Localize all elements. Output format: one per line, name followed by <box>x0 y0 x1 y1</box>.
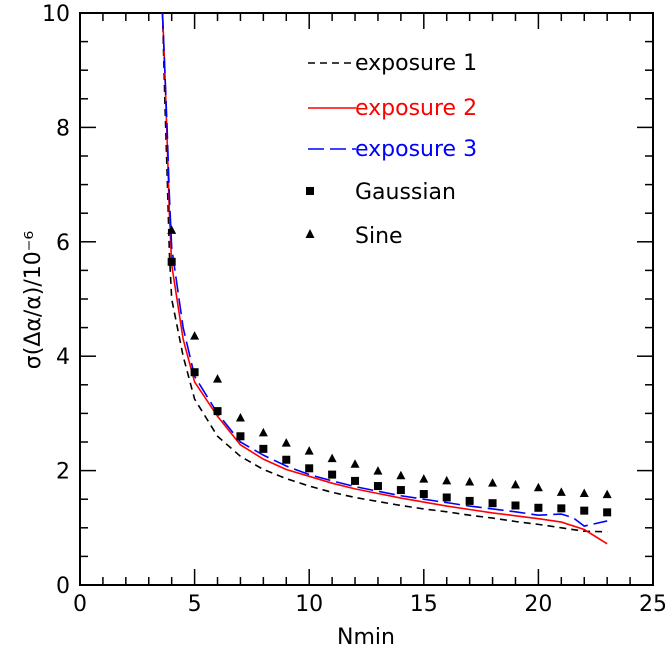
sine-point <box>190 331 200 340</box>
sine-point <box>579 488 589 497</box>
sine-point <box>510 479 520 489</box>
gaussian-point <box>305 464 314 473</box>
legend: exposure 1 exposure 2 exposure 3 Gaussian Si… <box>305 51 477 249</box>
gaussian-point <box>511 501 520 510</box>
gaussian-point <box>351 476 360 485</box>
gaussian-point <box>603 508 612 517</box>
sine-point <box>488 478 498 487</box>
sine-point <box>465 477 475 486</box>
sine-point <box>281 438 291 447</box>
sine-point <box>419 474 429 483</box>
gaussian-point <box>488 499 497 508</box>
series-layer <box>161 12 612 545</box>
sine-point <box>602 489 612 499</box>
sine-point <box>258 427 268 437</box>
series-line-exposure-2 <box>161 12 608 545</box>
sine-point <box>373 466 383 475</box>
x-axis-label: Nmin <box>337 625 395 648</box>
y-tick-label: 0 <box>56 574 70 599</box>
x-tick-label: 5 <box>188 592 202 617</box>
sine-point <box>213 374 223 383</box>
gaussian-point <box>580 506 589 515</box>
x-tick-label: 0 <box>73 592 87 617</box>
gaussian-point <box>396 486 405 495</box>
y-tick-label: 8 <box>56 116 70 141</box>
y-axis-label: σ(Δα/α)/10⁻⁶ <box>21 231 46 370</box>
legend-label-exposure-1: exposure 1 <box>355 51 477 76</box>
series-line-exposure-3 <box>161 12 608 527</box>
legend-swatch-sine <box>305 229 315 238</box>
x-tick-label: 25 <box>639 592 667 617</box>
legend-swatch-gaussian <box>306 187 314 195</box>
gaussian-point <box>167 257 176 266</box>
y-tick-label: 4 <box>56 345 70 370</box>
gaussian-point <box>190 368 199 377</box>
x-tick-label: 15 <box>410 592 438 617</box>
sine-point <box>350 459 360 468</box>
series-line-exposure-1 <box>161 12 608 533</box>
sine-point <box>304 446 314 455</box>
sine-point <box>235 412 245 422</box>
gaussian-point <box>465 496 474 505</box>
legend-label-exposure-2: exposure 2 <box>355 96 477 121</box>
x-tick-label: 20 <box>524 592 552 617</box>
gaussian-point <box>557 504 566 513</box>
sine-point <box>556 487 566 496</box>
sine-point <box>167 225 177 234</box>
ticks: 0 5 10 15 20 25 0 2 4 6 8 10 <box>42 2 667 617</box>
gaussian-point <box>328 470 337 479</box>
y-tick-label: 6 <box>56 231 70 256</box>
sine-point <box>327 453 337 463</box>
sine-point <box>442 475 452 485</box>
y-tick-label: 10 <box>42 2 70 27</box>
legend-label-sine: Sine <box>355 224 403 249</box>
legend-label-gaussian: Gaussian <box>355 180 456 205</box>
y-tick-label: 2 <box>56 460 70 485</box>
gaussian-point <box>213 407 222 416</box>
gaussian-point <box>373 482 382 491</box>
x-tick-label: 10 <box>295 592 323 617</box>
gaussian-point <box>534 503 543 512</box>
gaussian-point <box>419 490 428 499</box>
legend-label-exposure-3: exposure 3 <box>355 137 477 162</box>
gaussian-point <box>442 493 451 502</box>
gaussian-point <box>236 432 245 441</box>
gaussian-point <box>282 455 291 464</box>
sine-point <box>533 482 543 492</box>
sine-point <box>396 470 406 480</box>
gaussian-point <box>259 444 268 453</box>
